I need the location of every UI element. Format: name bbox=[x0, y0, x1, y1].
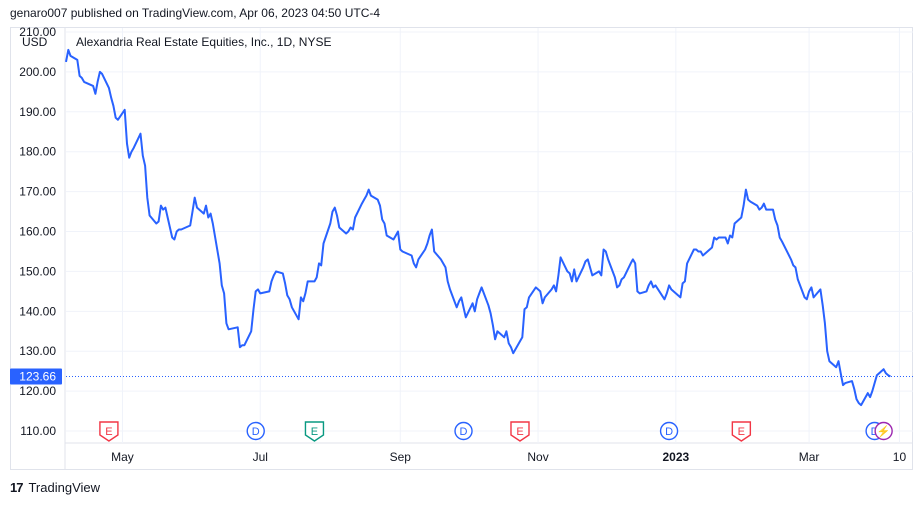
dividend-marker[interactable] bbox=[659, 421, 679, 441]
currency-label: USD bbox=[22, 35, 48, 49]
x-tick-label: Sep bbox=[390, 450, 412, 464]
tradingview-brand[interactable]: TradingView bbox=[28, 480, 101, 495]
footer: 17 TradingView bbox=[10, 480, 100, 495]
y-tick-label: 120.00 bbox=[19, 384, 56, 398]
dividend-marker[interactable] bbox=[246, 421, 265, 441]
x-tick-label: May bbox=[111, 450, 134, 464]
tradingview-logo-icon[interactable]: 17 bbox=[10, 480, 24, 495]
y-tick-label: 190.00 bbox=[19, 105, 56, 119]
last-price-label-bg bbox=[10, 368, 62, 385]
y-tick-label: 170.00 bbox=[19, 185, 56, 199]
last-price-label: 123.66 bbox=[19, 370, 56, 384]
price-chart[interactable]: 210.00 200.00 190.00 180.00 170.00 160.00 150.… bbox=[0, 0, 924, 475]
chart-title: Alexandria Real Estate Equities, Inc., 1… bbox=[76, 35, 331, 49]
earnings-marker[interactable] bbox=[731, 421, 752, 442]
dividend-marker-label: D bbox=[460, 426, 468, 438]
earnings-marker[interactable] bbox=[510, 421, 530, 442]
x-tick-label: Mar bbox=[799, 450, 820, 464]
x-tick-label: Nov bbox=[527, 450, 548, 464]
earnings_positive-marker[interactable] bbox=[304, 421, 325, 442]
x-tick-label: 2023 bbox=[662, 450, 689, 464]
y-tick-label: 130.00 bbox=[19, 344, 56, 358]
published-line: genaro007 published on TradingView.com, … bbox=[10, 6, 381, 20]
dividend-marker[interactable] bbox=[454, 421, 473, 441]
earnings-marker-label: E bbox=[105, 426, 112, 438]
x-tick-label: 10 bbox=[893, 450, 907, 464]
earnings-marker-label: E bbox=[738, 426, 745, 438]
y-tick-label: 150.00 bbox=[19, 264, 56, 278]
y-tick-label: 160.00 bbox=[19, 225, 56, 239]
price-series-line[interactable] bbox=[65, 48, 891, 407]
split-marker-label: ⚡ bbox=[877, 425, 891, 438]
x-tick-label: Jul bbox=[253, 450, 268, 464]
split-marker[interactable] bbox=[874, 421, 893, 441]
earnings-marker[interactable] bbox=[99, 421, 119, 442]
y-tick-label: 210.00 bbox=[19, 25, 56, 39]
y-tick-label: 180.00 bbox=[19, 145, 56, 159]
earnings_positive-marker-label: E bbox=[311, 426, 318, 438]
y-tick-label: 200.00 bbox=[19, 65, 56, 79]
dividend-marker-label: D bbox=[665, 426, 673, 438]
chart-frame[interactable] bbox=[10, 27, 913, 470]
y-tick-label: 110.00 bbox=[20, 424, 56, 438]
y-tick-label: 140.00 bbox=[19, 304, 56, 318]
earnings-marker-label: E bbox=[516, 426, 523, 438]
dividend-marker-label: D bbox=[252, 426, 260, 438]
